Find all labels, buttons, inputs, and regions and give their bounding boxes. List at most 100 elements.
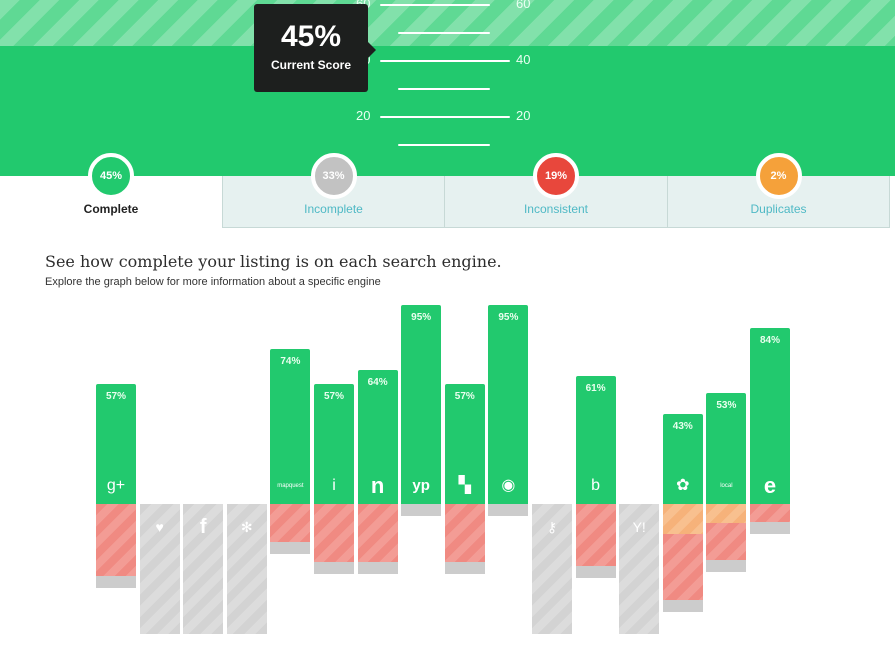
yellowpages-icon: yp — [401, 474, 441, 498]
incomplete-cap-segment — [750, 522, 790, 534]
gauge-line-40 — [380, 60, 510, 62]
engine-completeness-graph: 57% g+ ♥ f ✻ 74% mapquest 57% i 64% n 95% yp 57% ▚ 95% ◉… — [0, 300, 895, 651]
target-icon: ◉ — [488, 474, 528, 498]
engine-bar-n[interactable]: 64% n — [358, 300, 398, 651]
tab-incomplete-label: Incomplete — [223, 202, 444, 216]
complete-percent-label: 95% — [488, 312, 528, 323]
complete-bar: 43% ✿ — [663, 414, 703, 504]
gauge-label-left-20: 20 — [356, 109, 370, 123]
duplicate-segment — [663, 504, 703, 534]
engine-bar-e[interactable]: 84% e — [750, 300, 790, 651]
inconsistent-segment — [358, 504, 398, 562]
tab-incomplete[interactable]: 33% Incomplete — [222, 176, 444, 228]
complete-percent-label: 57% — [314, 391, 354, 402]
incomplete-cap-segment — [576, 566, 616, 578]
google-plus-icon: g+ — [96, 474, 136, 498]
tab-complete-label: Complete — [0, 202, 222, 216]
complete-percent-label: 74% — [270, 356, 310, 367]
engine-bar-yellowpages[interactable]: 95% yp — [401, 300, 441, 651]
incomplete-cap-segment — [488, 504, 528, 516]
score-tabs: 45% Complete 33% Incomplete 19% Inconsis… — [0, 176, 895, 228]
yelp-icon: ✻ — [227, 516, 267, 538]
gauge-label-right-20: 20 — [516, 109, 530, 123]
complete-percent-label: 57% — [445, 391, 485, 402]
engine-bar-citysearch[interactable]: 57% i — [314, 300, 354, 651]
section-heading: See how complete your listing is on each… — [45, 252, 502, 271]
engine-bar-foursquare-grid[interactable]: 57% ▚ — [445, 300, 485, 651]
tab-inconsistent-badge: 19% — [533, 153, 579, 199]
tab-inconsistent-label: Inconsistent — [445, 202, 667, 216]
engine-bar-fish[interactable]: 43% ✿ — [663, 300, 703, 651]
complete-bar: 57% i — [314, 384, 354, 504]
complete-bar: 84% e — [750, 328, 790, 504]
inconsistent-segment — [576, 504, 616, 566]
engine-bar-yahoo[interactable]: Y! — [619, 300, 659, 651]
complete-bar: 95% yp — [401, 305, 441, 505]
complete-percent-label: 95% — [401, 312, 441, 323]
current-score-tooltip: 45% Current Score — [254, 4, 368, 92]
yahoo-icon: Y! — [619, 516, 659, 538]
engine-bar-facebook[interactable]: f — [183, 300, 223, 651]
tab-inconsistent[interactable]: 19% Inconsistent — [444, 176, 667, 228]
incomplete-cap-segment — [445, 562, 485, 574]
current-score-value: 45% — [254, 20, 368, 54]
engine-bar-bing[interactable]: 61% b — [576, 300, 616, 651]
missing-listing-segment: ✻ — [227, 504, 267, 634]
incomplete-cap-segment — [96, 576, 136, 588]
header-stripes — [0, 0, 895, 46]
inconsistent-segment — [445, 504, 485, 562]
gauge-minor-line — [398, 144, 490, 146]
tab-incomplete-badge: 33% — [311, 153, 357, 199]
inconsistent-segment — [663, 534, 703, 600]
inconsistent-segment — [750, 504, 790, 522]
tab-duplicates[interactable]: 2% Duplicates — [667, 176, 890, 228]
gauge-line-60 — [380, 4, 490, 6]
missing-listing-segment: Y! — [619, 504, 659, 634]
complete-bar: 64% n — [358, 370, 398, 504]
incomplete-cap-segment — [706, 560, 746, 572]
facebook-icon: f — [183, 516, 223, 538]
incomplete-cap-segment — [401, 504, 441, 516]
engine-bar-heart[interactable]: ♥ — [140, 300, 180, 651]
missing-listing-segment: ⚷ — [532, 504, 572, 634]
gauge-label-right-40: 40 — [516, 53, 530, 67]
tab-complete[interactable]: 45% Complete — [0, 176, 222, 228]
n-icon: n — [358, 474, 398, 498]
incomplete-cap-segment — [270, 542, 310, 554]
complete-percent-label: 57% — [96, 391, 136, 402]
complete-bar: 95% ◉ — [488, 305, 528, 505]
foursquare-grid-icon: ▚ — [445, 474, 485, 498]
complete-percent-label: 53% — [706, 400, 746, 411]
engine-bar-mapquest[interactable]: 74% mapquest — [270, 300, 310, 651]
complete-bar: 57% ▚ — [445, 384, 485, 504]
incomplete-cap-segment — [358, 562, 398, 574]
heart-icon: ♥ — [140, 516, 180, 538]
engine-bar-local[interactable]: 53% local — [706, 300, 746, 651]
complete-bar: 57% g+ — [96, 384, 136, 504]
engine-bar-target[interactable]: 95% ◉ — [488, 300, 528, 651]
inconsistent-segment — [96, 504, 136, 576]
mapquest-icon: mapquest — [270, 474, 310, 498]
engine-bar-yelp[interactable]: ✻ — [227, 300, 267, 651]
complete-bar: 74% mapquest — [270, 349, 310, 504]
key-icon: ⚷ — [532, 516, 572, 538]
gauge-minor-line — [398, 32, 490, 34]
complete-percent-label: 61% — [576, 383, 616, 394]
complete-percent-label: 64% — [358, 377, 398, 388]
inconsistent-segment — [270, 504, 310, 542]
tab-duplicates-label: Duplicates — [668, 202, 889, 216]
local-icon: local — [706, 474, 746, 498]
engine-bar-google-plus[interactable]: 57% g+ — [96, 300, 136, 651]
complete-percent-label: 84% — [750, 335, 790, 346]
complete-percent-label: 43% — [663, 421, 703, 432]
tab-complete-badge: 45% — [88, 153, 134, 199]
e-icon: e — [750, 474, 790, 498]
citysearch-icon: i — [314, 474, 354, 498]
fish-icon: ✿ — [663, 474, 703, 498]
section-subheading: Explore the graph below for more informa… — [45, 276, 381, 288]
duplicate-segment — [706, 504, 746, 523]
engine-bar-key[interactable]: ⚷ — [532, 300, 572, 651]
complete-bar: 53% local — [706, 393, 746, 504]
complete-bar: 61% b — [576, 376, 616, 504]
score-header: 60 40 20 60 40 20 45% Current Score — [0, 0, 895, 176]
